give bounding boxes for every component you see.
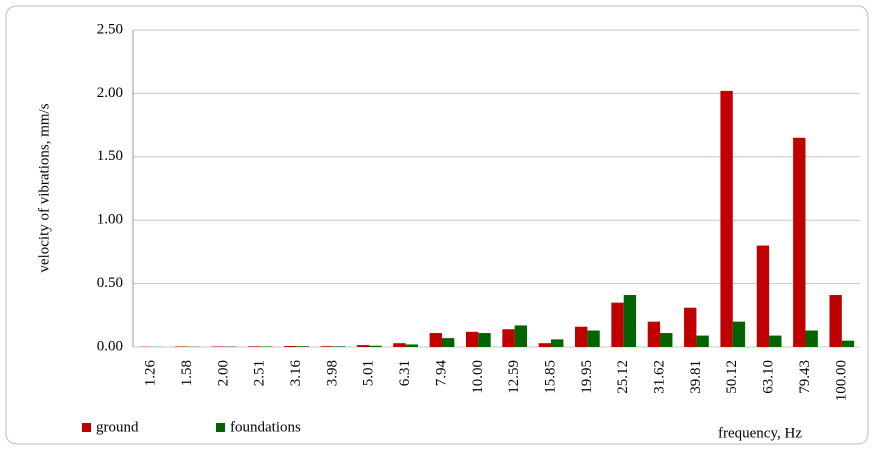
bar [623,295,637,347]
bar [805,330,818,347]
x-tick-label: 2.51 [252,360,268,386]
bar [356,345,370,347]
bar [260,346,273,347]
bar [284,345,297,347]
bar [429,333,442,347]
bar [332,346,346,347]
x-tick-label: 3.98 [324,360,340,386]
x-tick-label: 50.12 [724,360,740,394]
y-tick-label: 2.50 [97,21,123,37]
bar [769,335,782,347]
x-axis-label: frequency, Hz [718,425,802,441]
x-tick-label: 10.00 [470,360,486,394]
legend-swatch [82,423,91,432]
x-tick-label: 12.59 [506,360,522,394]
bar [405,344,418,347]
bar [793,137,806,347]
x-tick-label: 25.12 [615,360,631,394]
legend-swatch [216,423,225,432]
bar [587,330,600,347]
bar [538,343,552,347]
x-tick-label: 2.00 [215,360,231,386]
x-tick-label: 1.58 [179,360,195,386]
bar [465,331,479,347]
y-tick-label: 1.00 [97,212,123,228]
bar [720,90,733,347]
bar [575,326,588,347]
y-tick-label: 1.50 [97,148,123,164]
bar [296,346,309,347]
x-tick-label: 39.81 [688,360,704,394]
bar [684,307,697,347]
bar [829,295,842,347]
y-tick-label: 2.00 [97,85,123,101]
legend-label: foundations [230,419,301,435]
y-tick-label: 0.50 [97,275,123,291]
bar [320,346,333,347]
y-axis-label: velocity of vibrations, mm/s [36,103,52,272]
bar [514,325,528,347]
bar [211,346,224,347]
bar [732,321,746,347]
x-tick-label: 15.85 [542,360,558,394]
x-tick-label: 3.16 [288,360,304,387]
bar [478,333,491,347]
x-tick-label: 5.01 [361,360,377,386]
bar [756,245,770,347]
x-tick-label: 100.00 [833,360,849,401]
bar [841,340,855,347]
x-tick-label: 1.26 [143,360,159,387]
x-tick-label: 79.43 [797,360,813,394]
x-tick-label: 63.10 [761,360,777,394]
legend-label: ground [96,419,139,435]
bar [647,321,661,347]
bar [660,333,673,347]
y-tick-label: 0.00 [97,338,123,354]
x-tick-label: 7.94 [433,360,449,387]
bar [393,343,406,347]
bar [502,329,515,347]
bar [369,345,382,347]
bar [441,338,455,347]
bar [696,335,709,347]
bar [551,339,564,347]
bar [175,346,188,347]
bar [611,302,624,347]
x-tick-label: 31.62 [652,360,668,394]
bar [247,346,261,347]
x-tick-label: 6.31 [397,360,413,386]
x-tick-label: 19.95 [579,360,595,394]
